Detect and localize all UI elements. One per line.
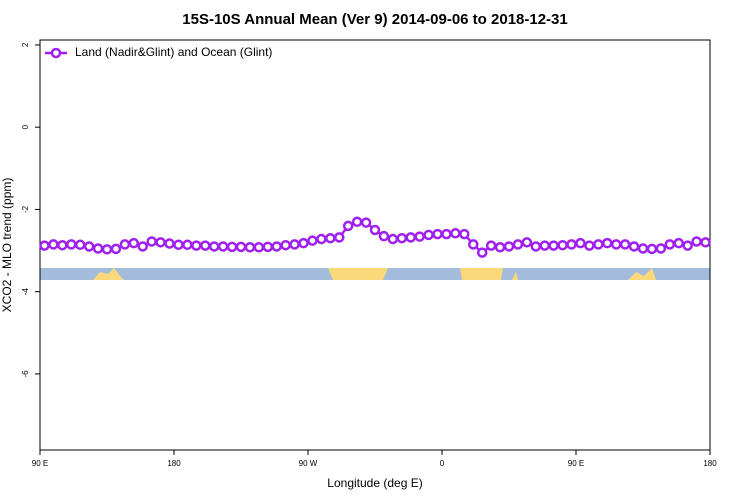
point [530,241,542,252]
point [316,233,327,245]
point [110,243,122,255]
point [655,243,667,254]
point [637,243,649,254]
point [298,237,309,249]
point [128,237,140,249]
y-tick-label: 2 [21,42,30,47]
point [217,241,229,252]
point [566,239,577,250]
y-axis-label: XCO2 - MLO trend (ppm) [0,178,14,313]
point [628,241,640,252]
point [539,240,550,251]
y-tick-label: -2 [21,205,30,213]
point [485,240,497,251]
point [360,217,372,228]
point [101,244,113,255]
point [557,239,568,251]
point [182,239,193,251]
point [262,241,274,253]
point [173,239,184,251]
land-ocean-band [40,268,710,280]
point [450,228,461,239]
y-tick-label: -6 [21,370,30,378]
x-tick-label: 180 [703,459,717,468]
point [191,240,202,251]
point [602,237,613,249]
point [575,237,586,249]
point [494,242,506,253]
land [628,268,656,280]
point [342,220,354,232]
point [619,239,631,250]
point [57,239,68,251]
chart-title: 15S-10S Annual Mean (Ver 9) 2014-09-06 t… [182,11,567,28]
point [83,241,95,252]
point [155,237,166,248]
point [74,239,86,251]
point [682,240,693,251]
point [691,236,702,247]
point [646,243,658,255]
point [441,228,452,240]
point [280,239,291,251]
point [378,230,390,242]
point [459,228,470,240]
point [226,241,238,253]
land [460,268,503,280]
point [476,247,488,258]
point [503,241,515,252]
land [93,268,124,280]
point [39,240,50,251]
land [328,268,388,280]
point [512,239,524,250]
point [334,232,345,243]
point [92,243,104,254]
point [271,241,282,252]
point [119,239,131,250]
point [235,241,247,253]
y-tick-label: 0 [21,124,30,129]
x-tick-label: 180 [167,459,181,468]
point [48,239,59,250]
point [164,238,175,249]
point [405,232,416,243]
point [244,242,256,253]
point [137,241,148,252]
x-axis-label: Longitude (deg E) [327,476,422,490]
point [396,232,408,244]
x-tick-label: 0 [440,459,445,468]
point [387,233,399,245]
point [414,231,425,242]
point [521,237,533,248]
point [548,240,559,251]
point [673,237,684,249]
point [584,240,595,251]
point [468,239,479,250]
point [200,240,211,251]
point [325,232,336,244]
x-tick-label: 90 E [32,459,48,468]
point [664,239,676,250]
point [700,237,711,248]
point [289,239,300,250]
y-tick-label: -4 [21,288,30,296]
point [66,239,77,250]
x-tick-label: 90 W [299,459,318,468]
legend-label: Land (Nadir&Glint) and Ocean (Glint) [75,45,272,59]
point [307,235,318,246]
point [593,239,604,250]
point [253,242,265,253]
point [351,216,363,228]
point [146,236,157,247]
point [610,239,622,250]
x-tick-label: 90 E [568,459,584,468]
point [208,241,220,252]
point [369,224,381,236]
legend-marker [50,47,62,59]
point [432,228,443,240]
point [423,229,434,241]
land [512,272,518,280]
